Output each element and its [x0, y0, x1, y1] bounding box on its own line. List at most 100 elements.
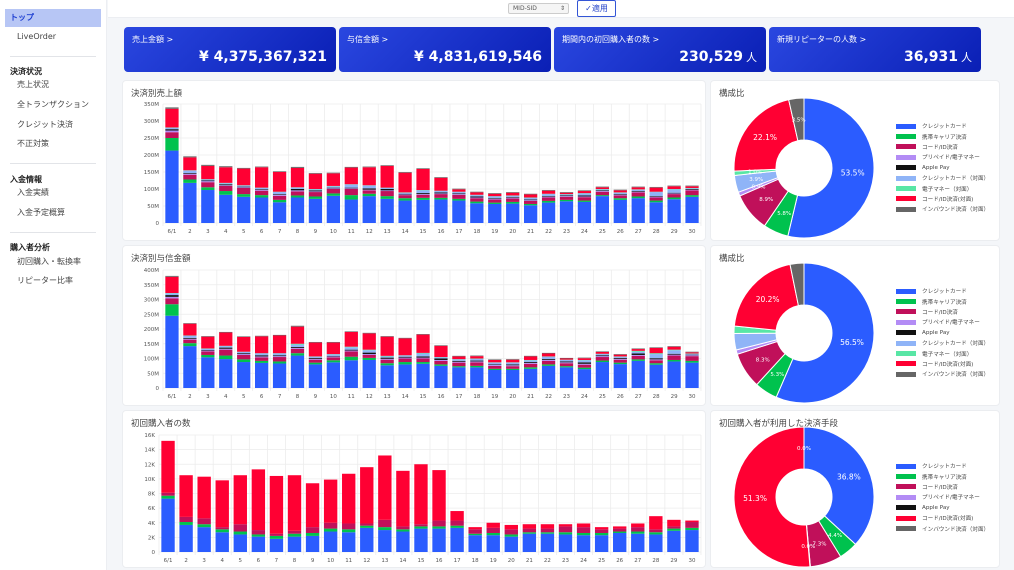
bar-segment[interactable]	[667, 185, 681, 187]
bar-segment[interactable]	[649, 347, 663, 354]
legend-item[interactable]: 電子マネー（対面）	[896, 183, 989, 193]
bar-segment[interactable]	[416, 193, 430, 195]
bar-segment[interactable]	[541, 194, 556, 197]
legend-item[interactable]: 携帯キャリア決済	[896, 296, 989, 306]
bar-segment[interactable]	[161, 492, 175, 496]
bar-segment[interactable]	[523, 205, 538, 223]
bar-segment[interactable]	[215, 532, 229, 552]
bar-segment[interactable]	[613, 195, 627, 199]
bar-segment[interactable]	[201, 349, 215, 351]
bar-segment[interactable]	[649, 200, 663, 203]
bar-segment[interactable]	[254, 195, 269, 198]
bar-segment[interactable]	[523, 194, 538, 198]
bar-segment[interactable]	[470, 198, 484, 202]
bar-segment[interactable]	[237, 359, 251, 363]
bar-segment[interactable]	[685, 190, 699, 196]
bar-segment[interactable]	[272, 202, 287, 223]
bar-segment[interactable]	[667, 528, 681, 531]
bar-segment[interactable]	[667, 197, 681, 200]
legend-item[interactable]: クレジットカード（対面）	[896, 338, 989, 348]
bar-segment[interactable]	[251, 469, 266, 531]
bar-segment[interactable]	[631, 186, 645, 188]
bar-segment[interactable]	[470, 358, 484, 361]
bar-segment[interactable]	[595, 189, 610, 191]
bar-segment[interactable]	[398, 198, 412, 201]
bar-segment[interactable]	[272, 199, 287, 203]
bar-segment[interactable]	[506, 192, 520, 196]
bar-segment[interactable]	[595, 186, 610, 188]
bar-segment[interactable]	[504, 534, 518, 537]
legend-item[interactable]: コード/ID決済	[896, 482, 989, 492]
bar-segment[interactable]	[183, 323, 197, 336]
bar-segment[interactable]	[631, 349, 645, 351]
bar-segment[interactable]	[362, 190, 376, 194]
bar-segment[interactable]	[434, 365, 448, 388]
bar-segment[interactable]	[649, 197, 663, 201]
bar-segment[interactable]	[541, 200, 556, 203]
bar-segment[interactable]	[452, 367, 466, 388]
bar-segment[interactable]	[380, 187, 394, 189]
bar-segment[interactable]	[272, 172, 287, 192]
bar-segment[interactable]	[287, 536, 302, 552]
mid-sid-select[interactable]: MID-SID ⇕	[508, 3, 569, 14]
bar-segment[interactable]	[685, 189, 699, 190]
bar-segment[interactable]	[506, 362, 520, 365]
bar-segment[interactable]	[523, 356, 538, 360]
bar-segment[interactable]	[541, 360, 556, 365]
bar-segment[interactable]	[432, 520, 446, 527]
bar-segment[interactable]	[254, 187, 269, 190]
bar-segment[interactable]	[559, 196, 574, 197]
bar-segment[interactable]	[416, 197, 430, 200]
bar-segment[interactable]	[396, 531, 410, 552]
bar-segment[interactable]	[237, 353, 251, 355]
bar-segment[interactable]	[183, 335, 197, 338]
bar-segment[interactable]	[594, 532, 609, 536]
bar-segment[interactable]	[165, 108, 179, 128]
bar-segment[interactable]	[254, 335, 269, 337]
legend-item[interactable]: コード/ID決済	[896, 142, 989, 152]
bar-segment[interactable]	[308, 173, 323, 189]
bar-segment[interactable]	[287, 475, 302, 531]
bar-segment[interactable]	[380, 358, 394, 360]
bar-segment[interactable]	[398, 358, 412, 363]
bar-segment[interactable]	[183, 173, 197, 175]
bar-segment[interactable]	[649, 186, 663, 188]
bar-segment[interactable]	[378, 519, 392, 528]
bar-segment[interactable]	[219, 349, 233, 356]
bar-segment[interactable]	[631, 187, 645, 190]
bar-segment[interactable]	[380, 355, 394, 357]
bar-segment[interactable]	[486, 532, 500, 536]
sidebar-item-fraud-prevention[interactable]: 不正対策	[17, 139, 49, 148]
bar-segment[interactable]	[613, 199, 627, 223]
bar-segment[interactable]	[344, 189, 358, 196]
bar-segment[interactable]	[254, 357, 269, 361]
bar-segment[interactable]	[308, 357, 323, 359]
bar-segment[interactable]	[540, 528, 555, 533]
bar-segment[interactable]	[523, 360, 538, 363]
bar-segment[interactable]	[398, 357, 412, 359]
bar-segment[interactable]	[183, 343, 197, 347]
bar-segment[interactable]	[523, 368, 538, 388]
bar-segment[interactable]	[362, 354, 376, 355]
bar-segment[interactable]	[506, 195, 520, 198]
sidebar-item-sales-status[interactable]: 売上状況	[17, 80, 49, 89]
bar-segment[interactable]	[323, 531, 338, 552]
sidebar-item-repeater-ratio[interactable]: リピーター比率	[17, 276, 73, 285]
legend-item[interactable]: 電子マネー（対面）	[896, 348, 989, 358]
bar-segment[interactable]	[308, 364, 323, 388]
bar-segment[interactable]	[522, 524, 537, 529]
bar-segment[interactable]	[360, 527, 374, 552]
bar-segment[interactable]	[541, 353, 556, 357]
bar-segment[interactable]	[452, 361, 466, 363]
bar-segment[interactable]	[219, 194, 233, 223]
bar-segment[interactable]	[344, 331, 358, 332]
bar-segment[interactable]	[470, 201, 484, 204]
bar-segment[interactable]	[595, 195, 610, 197]
bar-segment[interactable]	[523, 199, 538, 201]
bar-segment[interactable]	[488, 362, 502, 365]
bar-segment[interactable]	[488, 198, 502, 199]
bar-segment[interactable]	[344, 184, 358, 188]
bar-segment[interactable]	[631, 360, 645, 388]
bar-segment[interactable]	[290, 195, 305, 198]
bar-segment[interactable]	[272, 357, 287, 362]
